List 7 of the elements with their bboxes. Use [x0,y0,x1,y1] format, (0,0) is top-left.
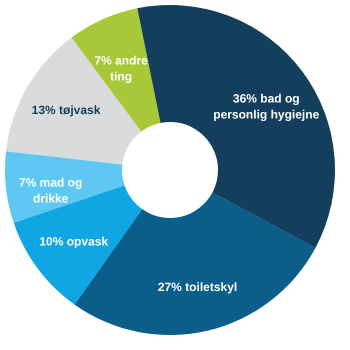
slice-label: 36% bad og personlig hygiejne [213,91,320,122]
slice-label: 27% toiletskyl [158,280,238,294]
slice-label: 7% mad og drikke [18,176,82,206]
slice-label: 7% andre ting [94,53,148,84]
slice-label: 13% tøjvask [32,103,101,118]
donut-slice [5,151,125,223]
slice-label: 10% opvask [39,234,108,249]
